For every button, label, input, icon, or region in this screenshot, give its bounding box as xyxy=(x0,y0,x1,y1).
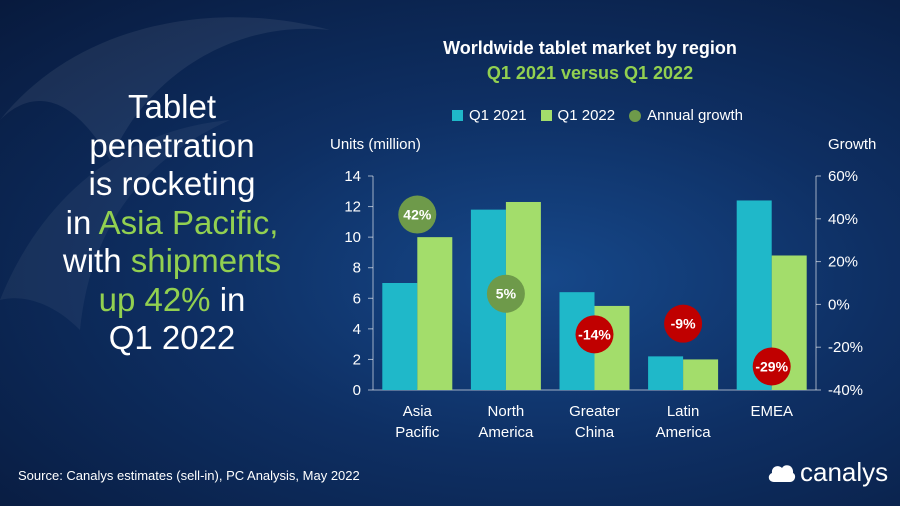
chart-legend: Q1 2021 Q1 2022 Annual growth xyxy=(452,107,757,124)
y-axis-title: Units (million) xyxy=(330,136,421,153)
growth-label: 42% xyxy=(403,207,432,223)
source-note: Source: Canalys estimates (sell-in), PC … xyxy=(18,468,360,483)
bar-q1-2022 xyxy=(683,359,719,390)
headline-line: Q1 2022 xyxy=(108,319,236,356)
chart-title: Worldwide tablet market by region xyxy=(443,38,737,58)
chart-subtitle: Q1 2021 versus Q1 2022 xyxy=(486,63,694,83)
y2-tick-label: -20% xyxy=(828,339,863,356)
bar-q1-2021 xyxy=(382,283,418,390)
y-tick-label: 10 xyxy=(344,229,361,246)
y-tick-label: 6 xyxy=(353,290,361,307)
legend-item-q1-2022: Q1 2022 xyxy=(540,107,616,124)
y2-tick-label: 0% xyxy=(828,296,850,313)
y-tick-label: 8 xyxy=(353,260,361,277)
y-tick-label: 0 xyxy=(353,382,361,399)
y2-tick-label: -40% xyxy=(828,382,863,399)
growth-marker xyxy=(398,195,437,234)
y-tick-label: 14 xyxy=(344,168,361,185)
growth-label: 5% xyxy=(496,286,517,302)
legend-label: Q1 2021 xyxy=(469,107,527,124)
headline-line: with shipments xyxy=(62,242,282,279)
y2-axis-title: Growth xyxy=(828,136,877,153)
legend-swatch xyxy=(540,110,552,121)
legend-label: Q1 2022 xyxy=(557,107,616,124)
headline-line: in Asia Pacific, xyxy=(65,203,279,241)
headline-line: Tablet xyxy=(127,88,217,125)
headline-line: penetration xyxy=(89,126,255,164)
bar-q1-2022 xyxy=(417,237,453,390)
y-tick-label: 12 xyxy=(344,199,361,216)
growth-label: -9% xyxy=(671,316,696,332)
growth-marker xyxy=(575,315,614,354)
y2-tick-label: 20% xyxy=(828,254,858,271)
y2-tick-label: 60% xyxy=(828,168,858,185)
x-tick-label: Asia Pacific xyxy=(395,403,440,441)
headline-line: is rocketing xyxy=(88,165,256,202)
legend-label: Annual growth xyxy=(647,107,743,124)
logo-text: canalys xyxy=(800,457,889,487)
legend-item-q1-2021: Q1 2021 xyxy=(452,107,527,124)
legend-item-annual-growth: Annual growth xyxy=(629,107,743,124)
legend-swatch xyxy=(452,110,463,121)
y-tick-label: 4 xyxy=(353,321,361,338)
y2-tick-label: 40% xyxy=(828,211,858,228)
headline-line: up 42% in xyxy=(98,280,246,318)
growth-marker xyxy=(752,347,791,386)
legend-marker xyxy=(629,109,642,122)
growth-label: -29% xyxy=(755,358,788,374)
growth-label: -14% xyxy=(578,326,611,342)
growth-marker xyxy=(664,304,703,343)
bar-q1-2021 xyxy=(648,356,684,390)
canalys-logo: canalys xyxy=(766,457,888,488)
x-tick-label: Greater China xyxy=(569,403,620,441)
x-tick-label: EMEA xyxy=(750,403,793,420)
x-tick-label: North America xyxy=(478,403,534,441)
cloud-logo-icon xyxy=(768,464,796,482)
y-tick-label: 2 xyxy=(353,351,361,368)
growth-marker xyxy=(486,274,525,313)
headline: Tablet penetration is rocketing in Asia … xyxy=(38,88,306,358)
x-tick-label: Latin America xyxy=(656,403,712,441)
